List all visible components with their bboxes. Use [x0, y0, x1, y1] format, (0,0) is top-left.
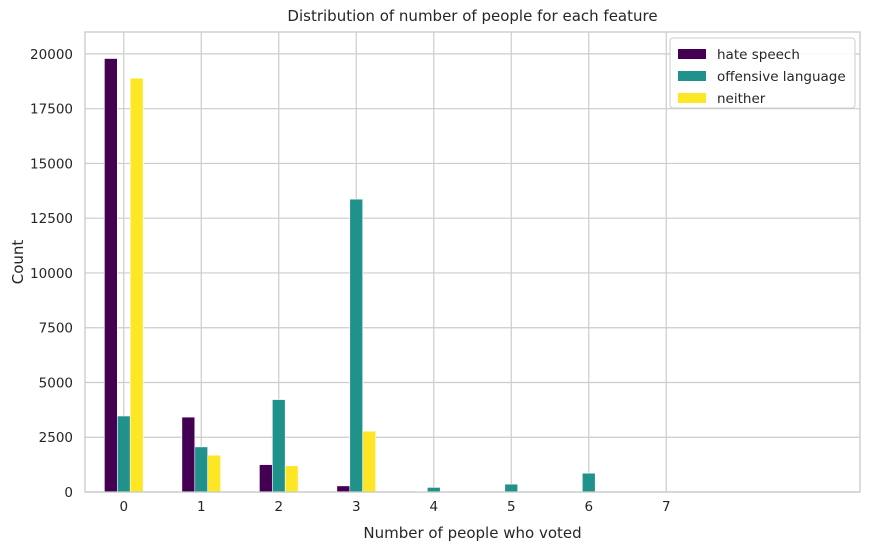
legend-swatch	[678, 93, 706, 103]
y-tick-labels: 0 2500 5000 7500 10000 12500 15000 17500 20000	[30, 47, 73, 501]
x-tick-labels: 0 1 2 3 4 5 6 7	[119, 499, 670, 515]
bar-offensive-language-3	[349, 198, 364, 493]
bar-hate-speech-2	[259, 464, 273, 493]
x-tick-label: 7	[662, 499, 671, 515]
bar-neither-3	[362, 430, 376, 493]
bars	[84, 31, 861, 493]
y-tick-label: 12500	[30, 211, 73, 227]
bar-offensive-language-2	[271, 399, 286, 493]
legend: hate speech offensive language neither	[669, 37, 856, 109]
x-tick-label: 2	[274, 499, 283, 515]
x-tick-label: 3	[352, 499, 361, 515]
x-tick-label: 6	[584, 499, 593, 515]
bar-neither-2	[284, 465, 299, 493]
bar-hate-speech-3	[336, 485, 351, 493]
legend-label: neither	[717, 91, 766, 107]
x-tick-label: 4	[429, 499, 438, 515]
legend-label: hate speech	[717, 47, 800, 63]
bar-offensive-language-5	[504, 483, 519, 493]
bar-offensive-language-0	[116, 415, 131, 493]
y-axis-title: Count	[9, 240, 27, 285]
legend-swatch	[678, 49, 706, 59]
y-tick-label: 2500	[39, 430, 73, 446]
legend-label: offensive language	[717, 69, 846, 85]
y-tick-label: 15000	[30, 156, 73, 172]
bar-hate-speech-0	[104, 58, 118, 493]
bar-offensive-language-6	[581, 472, 596, 493]
x-tick-label: 5	[507, 499, 516, 515]
x-tick-label: 1	[197, 499, 206, 515]
legend-box	[669, 37, 856, 109]
y-tick-label: 10000	[30, 266, 73, 282]
y-tick-label: 0	[64, 485, 73, 501]
y-tick-label: 5000	[39, 375, 73, 391]
x-tick-label: 0	[119, 499, 128, 515]
bar-offensive-language-1	[194, 446, 209, 493]
bar-offensive-language-4	[426, 487, 441, 493]
y-tick-label: 7500	[39, 321, 73, 337]
y-tick-label: 17500	[30, 102, 73, 118]
bar-hate-speech-1	[181, 416, 196, 493]
y-tick-label: 20000	[30, 47, 73, 63]
chart-title: Distribution of number of people for eac…	[287, 7, 657, 25]
legend-swatch	[678, 71, 706, 81]
bar-neither-1	[207, 454, 221, 493]
bar-neither-0	[129, 77, 144, 493]
x-axis-title: Number of people who voted	[363, 524, 581, 542]
plot-border	[84, 31, 861, 493]
